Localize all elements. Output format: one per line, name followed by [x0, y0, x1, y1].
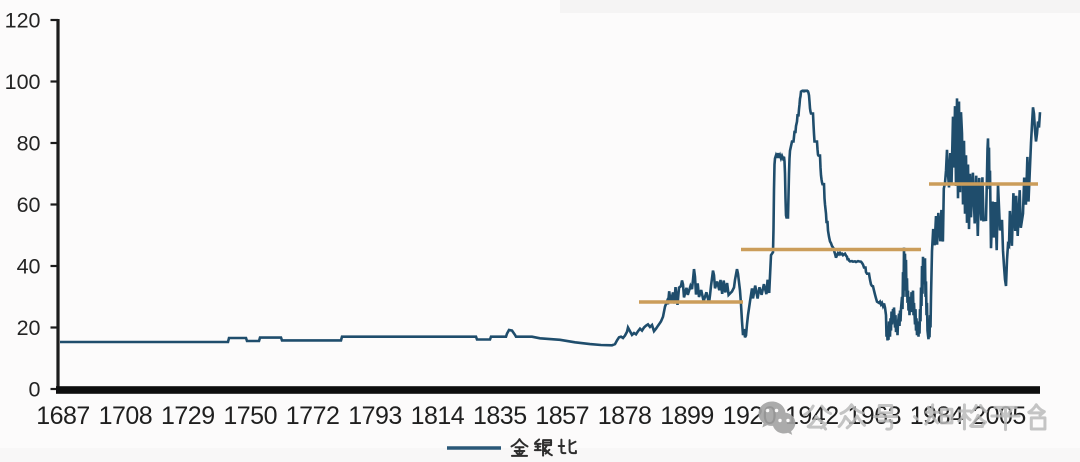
svg-text:1878: 1878	[598, 402, 652, 430]
svg-text:1835: 1835	[473, 402, 527, 430]
svg-text:1772: 1772	[286, 402, 340, 430]
svg-text:0: 0	[29, 378, 41, 402]
svg-text:80: 80	[17, 132, 41, 156]
svg-text:1750: 1750	[223, 402, 277, 430]
svg-text:20: 20	[17, 316, 41, 340]
svg-text:60: 60	[17, 193, 41, 217]
svg-text:120: 120	[5, 9, 41, 33]
svg-text:1814: 1814	[411, 402, 465, 430]
svg-text:1984: 1984	[910, 402, 964, 430]
svg-text:1729: 1729	[161, 402, 215, 430]
svg-text:1857: 1857	[535, 402, 589, 430]
svg-text:1793: 1793	[348, 402, 402, 430]
svg-text:100: 100	[5, 70, 41, 94]
svg-text:1687: 1687	[36, 402, 90, 430]
svg-text:1899: 1899	[660, 402, 714, 430]
svg-text:1708: 1708	[99, 402, 153, 430]
svg-text:40: 40	[17, 255, 41, 279]
